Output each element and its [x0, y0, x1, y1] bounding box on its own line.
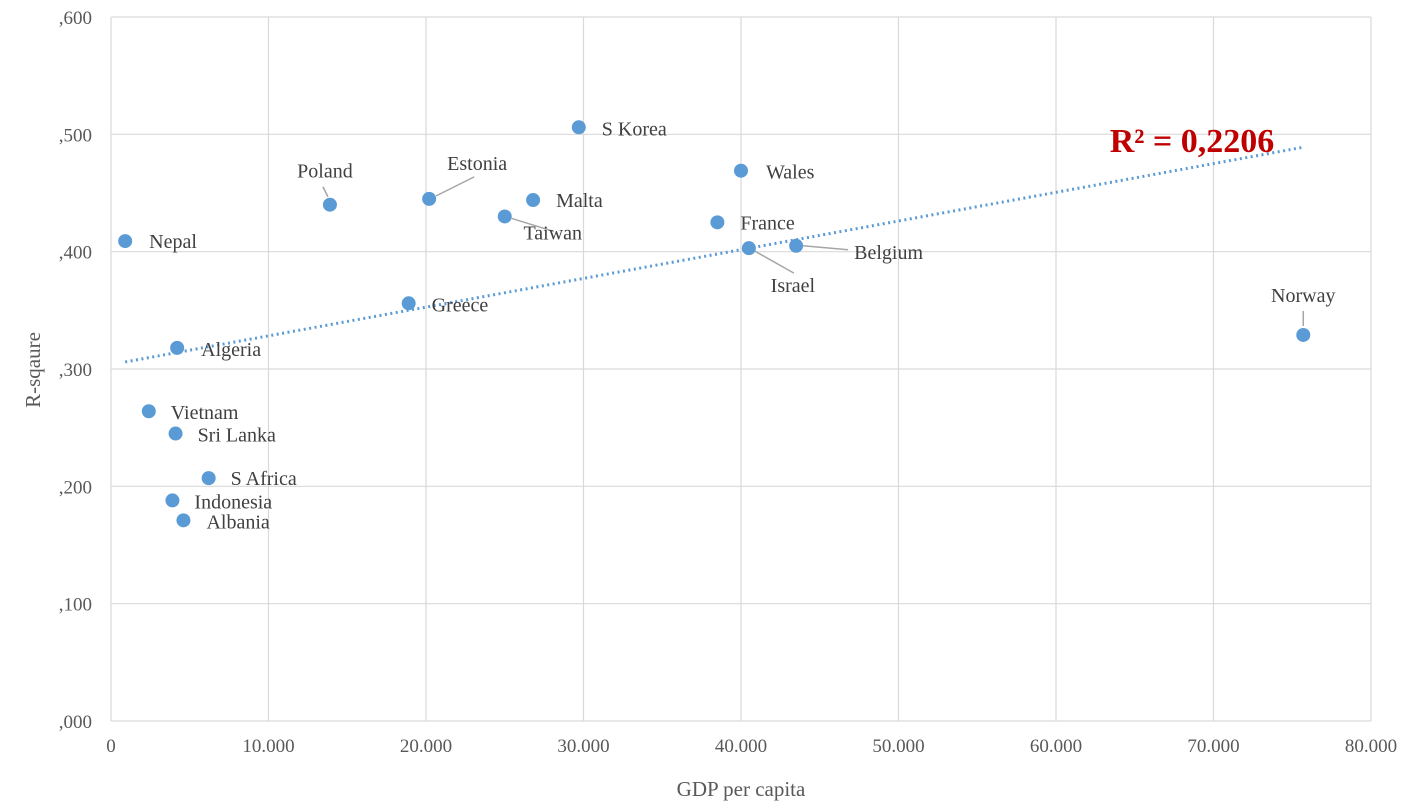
r-squared-annotation: R² = 0,2206 — [1110, 123, 1275, 160]
leader-line-estonia — [435, 176, 475, 197]
y-tick-label: ,400 — [59, 243, 92, 264]
point-label-s-africa: S Africa — [231, 468, 297, 490]
point-label-nepal: Nepal — [149, 231, 197, 253]
data-point-wales — [734, 163, 748, 178]
x-tick-label: 60.000 — [1030, 736, 1082, 757]
y-axis-ticks: ,000 ,100 ,200 ,300 ,400 ,500 ,600 — [59, 8, 92, 733]
data-point-poland — [322, 197, 337, 212]
data-point-taiwan — [497, 209, 512, 224]
data-point-s-africa — [201, 471, 216, 486]
data-point-france — [710, 215, 725, 230]
y-tick-label: ,100 — [59, 595, 92, 616]
data-point-malta — [526, 193, 541, 208]
point-label-albania: Albania — [206, 511, 269, 533]
point-label-estonia: Estonia — [447, 153, 507, 175]
point-label-greece: Greece — [432, 294, 489, 316]
data-point-s-korea — [571, 120, 586, 135]
leader-line-taiwan — [511, 217, 554, 233]
point-label-taiwan: Taiwan — [523, 222, 582, 244]
leader-lines — [322, 176, 1305, 326]
x-tick-label: 70.000 — [1187, 736, 1239, 757]
data-point-algeria — [170, 340, 185, 355]
point-label-s-korea: S Korea — [602, 118, 667, 140]
x-axis-ticks: 0 10.000 20.000 30.000 40.000 50.000 60.000 70.… — [106, 736, 1397, 757]
data-point-nepal — [118, 234, 133, 249]
x-tick-label: 80.000 — [1345, 736, 1397, 757]
point-label-poland: Poland — [297, 161, 353, 183]
point-label-algeria: Algeria — [201, 339, 261, 361]
x-tick-label: 10.000 — [242, 736, 294, 757]
x-axis-title: GDP per capita — [677, 777, 806, 801]
data-point-estonia — [422, 191, 437, 206]
point-label-indonesia: Indonesia — [194, 491, 272, 513]
x-tick-label: 50.000 — [872, 736, 924, 757]
y-tick-label: ,200 — [59, 477, 92, 498]
point-label-norway: Norway — [1271, 285, 1335, 307]
data-point-albania — [176, 513, 191, 528]
data-points — [118, 120, 1311, 528]
x-tick-label: 0 — [106, 736, 116, 757]
gridlines — [110, 16, 1372, 722]
data-point-norway — [1296, 327, 1311, 342]
x-tick-label: 20.000 — [400, 736, 452, 757]
point-label-sri-lanka: Sri Lanka — [198, 425, 276, 447]
y-tick-label: ,000 — [59, 712, 92, 733]
leader-line-belgium — [803, 245, 849, 251]
point-label-belgium: Belgium — [854, 242, 923, 264]
data-point-israel — [741, 241, 756, 256]
trendline-group — [124, 145, 1304, 364]
data-point-greece — [401, 296, 416, 311]
point-labels: Nepal Vietnam Indonesia Sri Lanka Algeria Alb… — [149, 118, 1335, 533]
data-point-indonesia — [165, 493, 180, 508]
leader-line-israel — [754, 250, 795, 274]
point-label-israel: Israel — [771, 275, 816, 297]
y-tick-label: ,500 — [59, 125, 92, 146]
y-tick-label: ,600 — [59, 8, 92, 29]
data-point-vietnam — [141, 404, 156, 419]
point-label-vietnam: Vietnam — [171, 402, 239, 424]
y-axis-title: R-sqaure — [21, 332, 45, 408]
point-label-france: France — [740, 212, 795, 234]
y-tick-label: ,300 — [59, 360, 92, 381]
point-label-wales: Wales — [766, 162, 815, 184]
x-tick-label: 40.000 — [715, 736, 767, 757]
point-label-malta: Malta — [556, 190, 603, 212]
trendline — [124, 145, 1304, 364]
leader-line-poland — [322, 186, 329, 198]
data-point-belgium — [789, 238, 804, 253]
x-tick-label: 30.000 — [557, 736, 609, 757]
data-point-sri-lanka — [168, 426, 183, 441]
